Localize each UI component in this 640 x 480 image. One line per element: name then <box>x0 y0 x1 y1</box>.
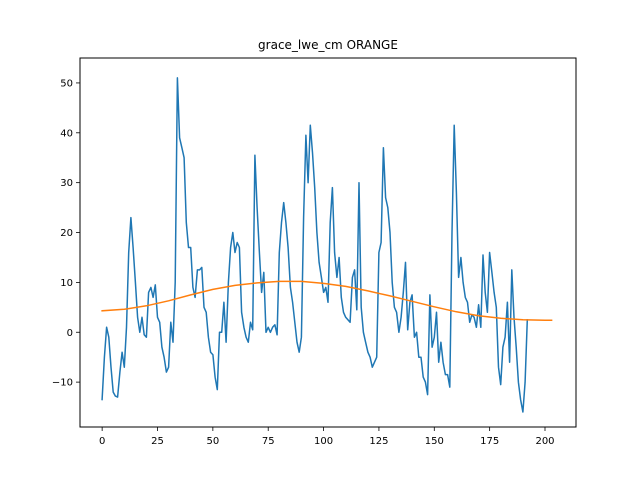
y-tick-label: 30 <box>60 178 73 189</box>
y-tick-label: 10 <box>60 278 73 289</box>
y-tick-label: 20 <box>60 228 73 239</box>
series-line-2 <box>101 280 553 322</box>
plot-area <box>101 77 553 413</box>
y-tick-label: 0 <box>67 328 73 339</box>
x-tick-label: 100 <box>314 436 333 447</box>
y-tick-label: 40 <box>60 128 73 139</box>
x-tick-label: 150 <box>425 436 444 447</box>
x-tick-label: 75 <box>262 436 275 447</box>
x-tick-label: 200 <box>535 436 554 447</box>
y-tick-label: 50 <box>60 78 73 89</box>
x-tick-label: 0 <box>99 436 105 447</box>
x-tick-label: 125 <box>369 436 388 447</box>
axes-frame <box>79 57 577 428</box>
series-line-1 <box>101 77 529 413</box>
x-tick-label: 175 <box>480 436 499 447</box>
y-tick-label: −10 <box>52 378 73 389</box>
x-tick-label: 25 <box>151 436 164 447</box>
x-axis: 0 25 50 75 100 125 150 175 200 <box>99 427 555 447</box>
chart-title: grace_lwe_cm ORANGE <box>258 38 398 52</box>
y-axis: −10 0 10 20 30 40 50 <box>52 78 80 389</box>
x-tick-label: 50 <box>206 436 219 447</box>
